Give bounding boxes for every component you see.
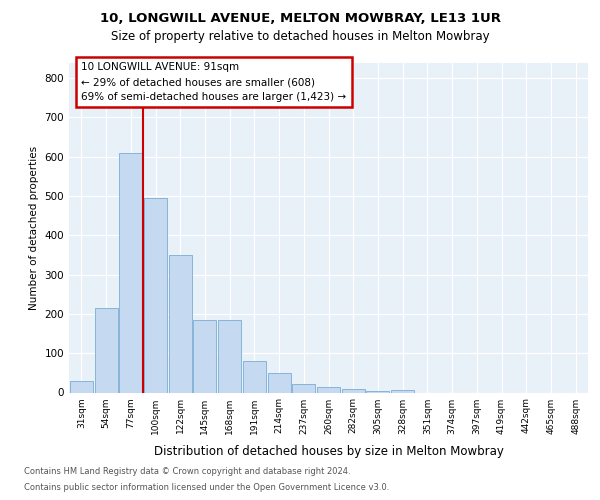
Y-axis label: Number of detached properties: Number of detached properties [29,146,39,310]
Text: Contains public sector information licensed under the Open Government Licence v3: Contains public sector information licen… [24,483,389,492]
Bar [193,320,217,392]
Bar [119,153,142,392]
Bar [243,361,266,392]
Bar [70,380,93,392]
Text: 10, LONGWILL AVENUE, MELTON MOWBRAY, LE13 1UR: 10, LONGWILL AVENUE, MELTON MOWBRAY, LE1… [100,12,500,26]
Bar [367,390,389,392]
Bar [391,390,414,392]
Bar [268,373,290,392]
Text: Size of property relative to detached houses in Melton Mowbray: Size of property relative to detached ho… [110,30,490,43]
Bar [95,308,118,392]
Bar [292,384,315,392]
X-axis label: Distribution of detached houses by size in Melton Mowbray: Distribution of detached houses by size … [154,445,503,458]
Bar [342,388,365,392]
Text: 10 LONGWILL AVENUE: 91sqm
← 29% of detached houses are smaller (608)
69% of semi: 10 LONGWILL AVENUE: 91sqm ← 29% of detac… [82,62,347,102]
Bar [317,386,340,392]
Bar [144,198,167,392]
Bar [169,255,192,392]
Bar [218,320,241,392]
Text: Contains HM Land Registry data © Crown copyright and database right 2024.: Contains HM Land Registry data © Crown c… [24,467,350,476]
